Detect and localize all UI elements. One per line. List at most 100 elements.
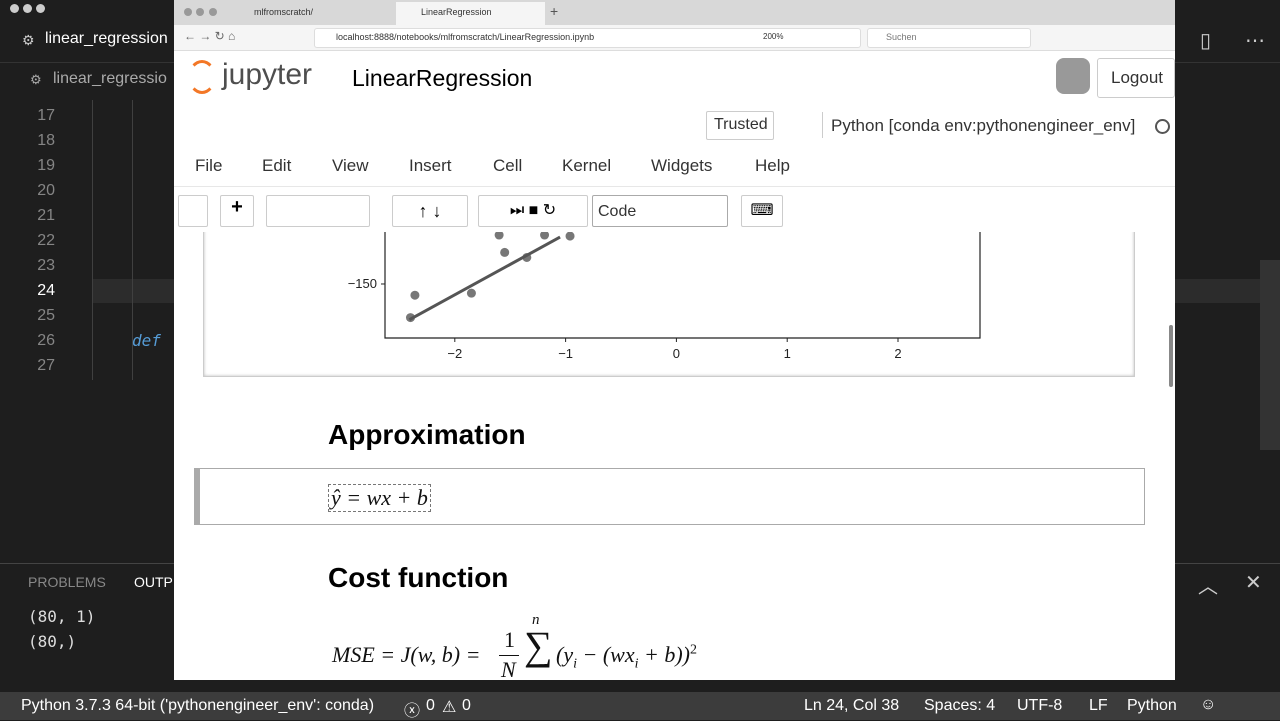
status-spaces[interactable]: Spaces: 4 bbox=[924, 697, 996, 714]
split-icon[interactable]: ▯ bbox=[1200, 30, 1212, 52]
line-number: 25 bbox=[37, 307, 55, 324]
nav-bar: ← → ↻ ⌂ localhost:8888/notebooks/mlfroms… bbox=[174, 25, 1175, 51]
logout-button[interactable] bbox=[1097, 58, 1175, 98]
menu-item[interactable]: Help bbox=[755, 156, 790, 175]
line-number: 27 bbox=[37, 357, 55, 374]
status-error-icon: ⓧ bbox=[404, 703, 421, 720]
menu-item[interactable]: View bbox=[332, 156, 369, 175]
new-tab[interactable]: + bbox=[550, 3, 559, 19]
line-number: 26 bbox=[37, 332, 55, 349]
status-position[interactable]: Ln 24, Col 38 bbox=[804, 697, 900, 714]
menu-item[interactable]: Widgets bbox=[651, 156, 713, 175]
keyboard-button[interactable]: ⌨ bbox=[741, 195, 783, 227]
status-eol[interactable]: LF bbox=[1089, 697, 1108, 714]
subscript: i bbox=[573, 656, 577, 672]
output-line: (80,) bbox=[28, 632, 77, 651]
search-placeholder[interactable]: Suchen bbox=[886, 32, 917, 42]
menu-item[interactable]: Insert bbox=[409, 156, 452, 175]
feedback-icon[interactable]: ☺ bbox=[1200, 696, 1217, 713]
cell-type-label[interactable]: Code bbox=[598, 203, 637, 220]
run-buttons[interactable]: ⏭ ■ ↻ bbox=[478, 195, 588, 227]
fraction-denominator: N bbox=[501, 657, 516, 680]
logout-label[interactable]: Logout bbox=[1111, 68, 1163, 87]
data-point bbox=[410, 290, 420, 300]
code-keyword: def bbox=[132, 331, 161, 350]
line-number: 23 bbox=[37, 257, 55, 274]
trusted-badge[interactable] bbox=[706, 111, 774, 140]
menu-item[interactable]: Cell bbox=[493, 156, 523, 175]
fit-line bbox=[408, 235, 561, 321]
divider bbox=[174, 186, 1175, 187]
close-panel[interactable]: ✕ bbox=[1245, 572, 1262, 594]
formula-part: (y bbox=[556, 642, 574, 667]
indent-guide bbox=[132, 100, 133, 380]
line-number: 20 bbox=[37, 182, 55, 199]
cell-selection-bar bbox=[194, 468, 200, 525]
formula-part: − (wx bbox=[576, 642, 635, 667]
active-tab[interactable] bbox=[396, 2, 545, 25]
status-interpreter[interactable]: Python 3.7.3 64-bit ('pythonengineer_env… bbox=[21, 697, 375, 714]
panel-tab[interactable]: PROBLEMS bbox=[28, 574, 106, 590]
line-number: 18 bbox=[37, 132, 55, 149]
line-number: 19 bbox=[37, 157, 55, 174]
page-scrollbar[interactable] bbox=[1169, 325, 1173, 387]
tab-strip: mlfromscratch/ LinearRegression + bbox=[174, 0, 1175, 25]
status-language[interactable]: Python bbox=[1127, 697, 1177, 714]
x-tick-label: 1 bbox=[784, 346, 791, 361]
status-errors[interactable]: 0 bbox=[426, 697, 435, 714]
line-number: 22 bbox=[37, 232, 55, 249]
heading: Approximation bbox=[328, 419, 526, 450]
panel-tab[interactable]: OUTP bbox=[134, 574, 173, 590]
data-point bbox=[466, 288, 476, 298]
menu-item[interactable]: Edit bbox=[262, 156, 292, 175]
url[interactable]: localhost:8888/notebooks/mlfromscratch/L… bbox=[336, 32, 595, 42]
heading: Cost function bbox=[328, 562, 509, 593]
breadcrumb[interactable]: linear_regressio bbox=[53, 70, 167, 87]
cell-type-select[interactable] bbox=[592, 195, 728, 227]
formula-part: + b)) bbox=[638, 642, 690, 667]
formula: ŷ = wx + b bbox=[328, 484, 431, 512]
python-logo bbox=[1056, 58, 1090, 94]
browser-tab[interactable]: mlfromscratch/ bbox=[254, 7, 314, 17]
axes-frame bbox=[384, 232, 981, 339]
add-cell-button[interactable]: + bbox=[220, 195, 254, 227]
sum-upper: n bbox=[532, 612, 540, 628]
browser-tab[interactable]: LinearRegression bbox=[421, 7, 492, 17]
url-box[interactable] bbox=[314, 28, 861, 48]
output-cell bbox=[203, 232, 1135, 377]
fraction-bar bbox=[499, 655, 519, 656]
status-warnings[interactable]: 0 bbox=[462, 697, 471, 714]
x-tick-label: −1 bbox=[558, 346, 573, 361]
trusted-label[interactable]: Trusted bbox=[714, 116, 768, 133]
editor-tab[interactable]: linear_regression bbox=[45, 30, 168, 47]
status-encoding[interactable]: UTF-8 bbox=[1017, 697, 1063, 714]
more-icon[interactable]: ⋯ bbox=[1245, 30, 1265, 52]
fraction-numerator: 1 bbox=[504, 627, 515, 652]
search-box[interactable] bbox=[867, 28, 1031, 48]
notebook: −2 −1 0 1 2 −150 Approximation ŷ = wx + b Cos… bbox=[174, 232, 1175, 680]
maximize-panel[interactable]: ︿ bbox=[1198, 576, 1218, 598]
menu-item[interactable]: Kernel bbox=[562, 156, 612, 175]
y-tick-label: −150 bbox=[348, 276, 377, 291]
tab-icon: ⚙ bbox=[22, 32, 35, 48]
kernel-status bbox=[1155, 119, 1170, 134]
jupyter-logo[interactable]: jupyter bbox=[222, 58, 313, 91]
formula-body: (yi − (wxi + b))2 bbox=[556, 642, 697, 672]
nav-buttons[interactable]: ← → ↻ ⌂ bbox=[184, 29, 236, 43]
line-number: 24 bbox=[37, 282, 55, 299]
scrollbar[interactable] bbox=[1260, 260, 1280, 450]
status-warning-icon: ⚠ bbox=[442, 699, 457, 716]
zoom[interactable]: 200% bbox=[763, 32, 784, 41]
menu-item[interactable]: File bbox=[195, 156, 223, 175]
formula-lhs: MSE = J(w, b) = bbox=[332, 642, 481, 667]
notebook-title[interactable]: LinearRegression bbox=[352, 65, 533, 91]
move-buttons[interactable]: ↑ ↓ bbox=[392, 195, 468, 227]
title-bar bbox=[0, 0, 1280, 28]
data-point bbox=[494, 232, 504, 240]
x-tick-label: −2 bbox=[447, 346, 462, 361]
save-button[interactable] bbox=[178, 195, 208, 227]
line-number: 17 bbox=[37, 107, 55, 124]
status-bar: Python 3.7.3 64-bit ('pythonengineer_env… bbox=[0, 692, 1280, 720]
data-point bbox=[565, 232, 575, 241]
edit-buttons[interactable] bbox=[266, 195, 370, 227]
